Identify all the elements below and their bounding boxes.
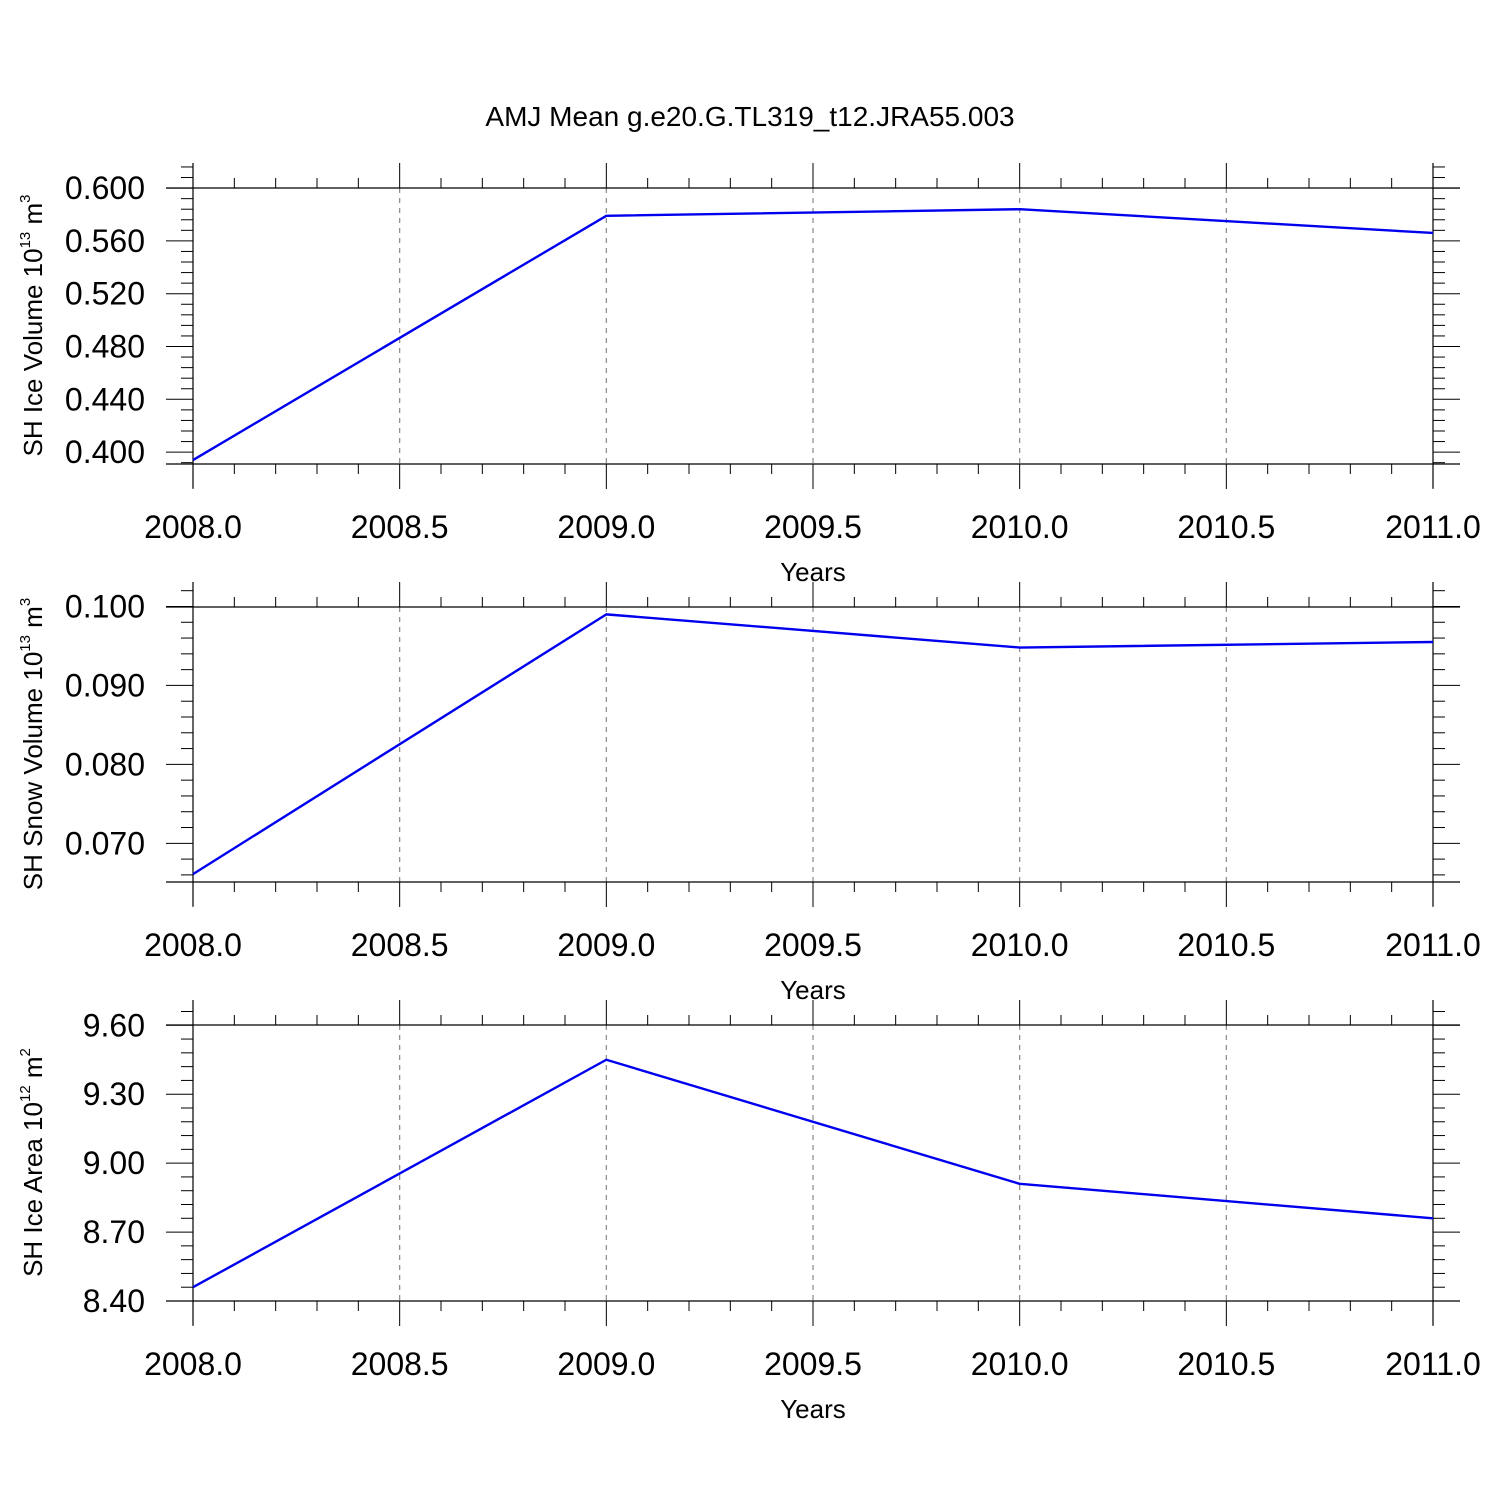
x-tick-label: 2009.0 [557, 927, 655, 963]
y-tick-label: 9.00 [83, 1145, 145, 1181]
x-tick-label: 2009.5 [764, 927, 862, 963]
x-tick-label: 2008.5 [351, 927, 449, 963]
panel-1: 2008.0 2008.5 2009.0 2009.5 2010.0 2010.5 2011… [17, 163, 1481, 587]
y-tick-label: 0.600 [65, 170, 145, 206]
y-axis-title: SH Snow Volume 1013 m3 [17, 598, 48, 890]
y-tick-label: 8.70 [83, 1214, 145, 1250]
y-tick-label: 0.080 [65, 746, 145, 782]
y-tick-label: 0.070 [65, 825, 145, 861]
x-tick-label: 2010.5 [1177, 927, 1275, 963]
x-tick-label: 2009.5 [764, 509, 862, 545]
figure-title: AMJ Mean g.e20.G.TL319_t12.JRA55.003 [485, 101, 1014, 132]
x-tick-label: 2009.0 [557, 1346, 655, 1382]
y-tick-label: 0.440 [65, 381, 145, 417]
y-tick-label: 9.60 [83, 1007, 145, 1043]
y-tick-label: 9.30 [83, 1076, 145, 1112]
y-axis-title: SH Ice Volume 1013 m3 [17, 194, 48, 456]
x-tick-label: 2011.0 [1385, 927, 1481, 963]
series-line [192, 613, 1434, 876]
x-tick-label: 2011.0 [1385, 509, 1481, 545]
x-tick-label: 2008.5 [351, 1346, 449, 1382]
y-tick-label: 0.400 [65, 434, 145, 470]
x-tick-label: 2008.5 [351, 509, 449, 545]
y-tick-label: 0.480 [65, 329, 145, 365]
series-line [192, 1058, 1434, 1289]
x-tick-label: 2009.5 [764, 1346, 862, 1382]
x-tick-label: 2008.0 [144, 509, 242, 545]
y-tick-label: 0.560 [65, 223, 145, 259]
panel-3: 2008.0 2008.5 2009.0 2009.5 2010.0 2010.5 2011… [17, 1000, 1481, 1424]
y-tick-label: 0.100 [65, 588, 145, 624]
x-tick-label: 2008.0 [144, 927, 242, 963]
x-tick-label: 2010.0 [971, 509, 1069, 545]
y-axis-title: SH Ice Area 1012 m2 [17, 1048, 48, 1277]
x-tick-label: 2011.0 [1385, 1346, 1481, 1382]
x-tick-label: 2009.0 [557, 509, 655, 545]
x-tick-label: 2008.0 [144, 1346, 242, 1382]
x-tick-label: 2010.5 [1177, 1346, 1275, 1382]
x-tick-label: 2010.5 [1177, 509, 1275, 545]
panel-2: 2008.0 2008.5 2009.0 2009.5 2010.0 2010.5 2011… [17, 582, 1481, 1005]
y-tick-label: 0.520 [65, 276, 145, 312]
y-tick-label: 0.090 [65, 667, 145, 703]
y-tick-label: 8.40 [83, 1283, 145, 1319]
x-tick-label: 2010.0 [971, 927, 1069, 963]
series-line [192, 208, 1434, 462]
x-axis-title: Years [780, 1394, 846, 1424]
x-tick-label: 2010.0 [971, 1346, 1069, 1382]
